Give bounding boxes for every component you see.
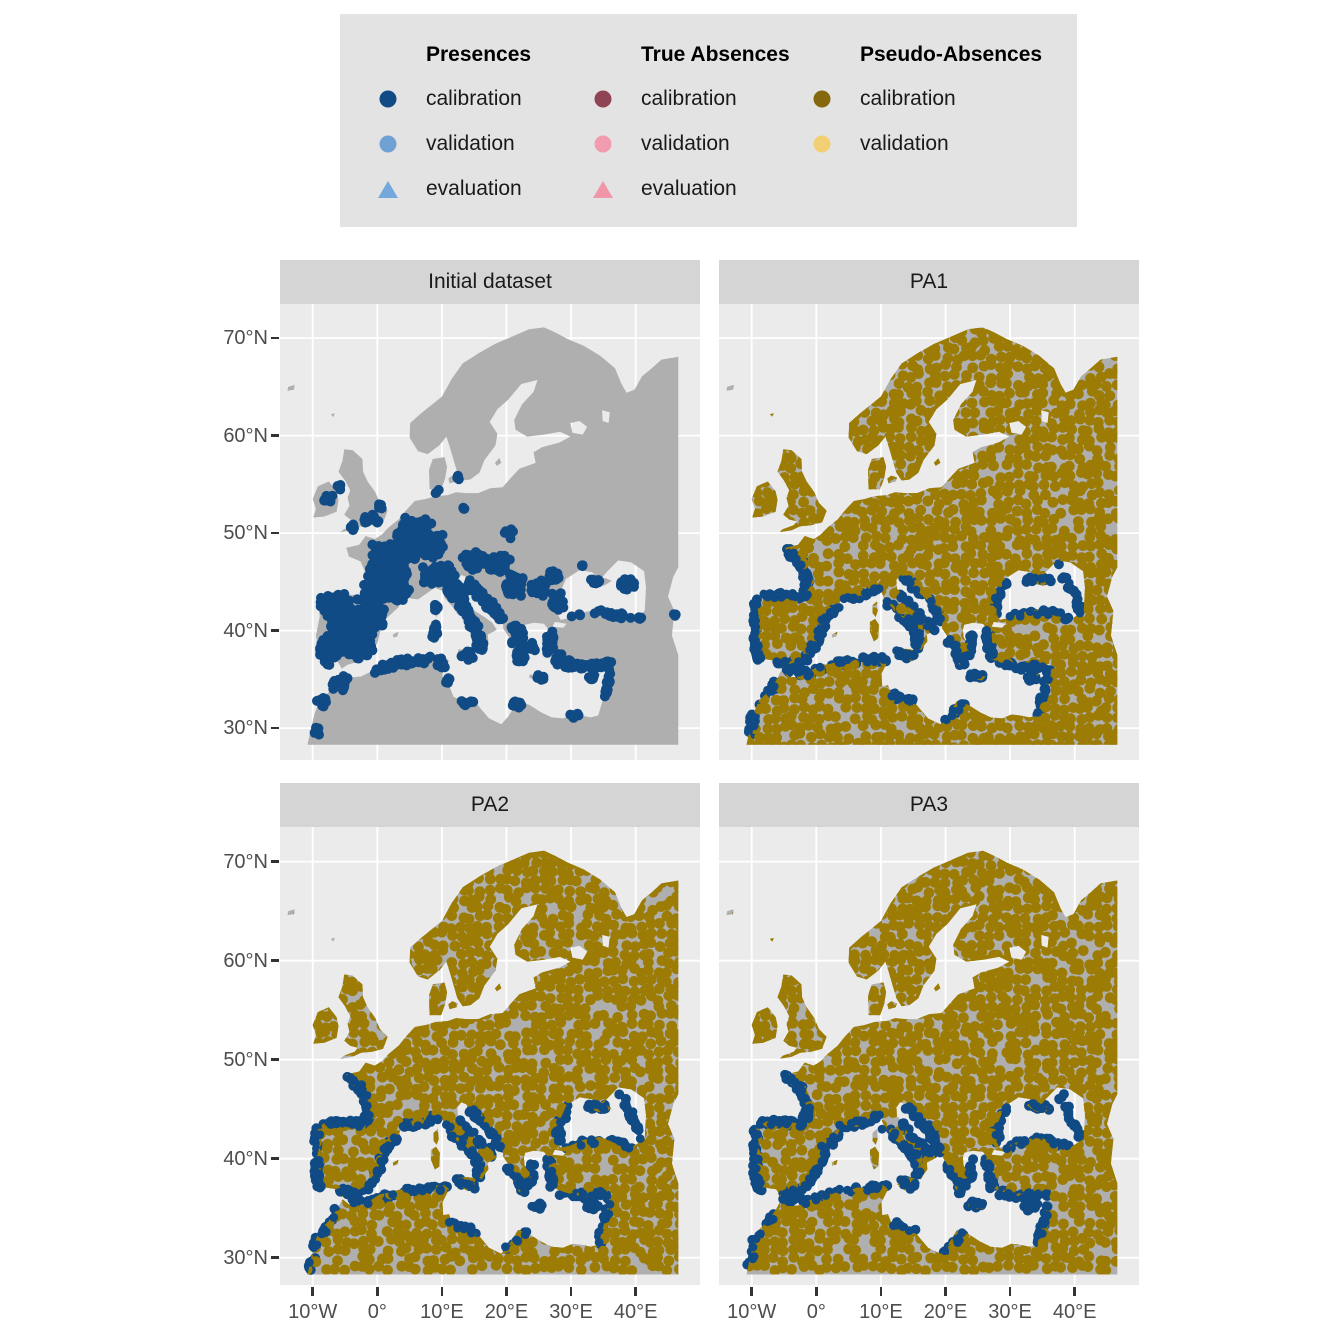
x-tick-mark (311, 1287, 314, 1296)
axis-tick-label-x: 10°E (859, 1301, 903, 1323)
axis-tick-label-y: 70°N (223, 327, 268, 350)
axis-tick-label-x: 10°W (288, 1301, 338, 1323)
legend-key-circle-icon (592, 88, 614, 110)
legend-key-triangle-icon (377, 178, 399, 200)
facet-strip-label: PA3 (909, 793, 949, 816)
axis-tick-label-y: 30°N (223, 717, 268, 740)
axis-tick-label-y: 50°N (223, 522, 268, 545)
axis-tick-label-y: 40°N (223, 619, 268, 642)
axis-tick-label-x: 0° (367, 1301, 387, 1323)
legend-key-circle-icon (811, 133, 833, 155)
axis-tick-label-x: 20°E (923, 1301, 968, 1323)
x-tick-mark (505, 1287, 508, 1296)
y-tick-mark (271, 860, 279, 863)
map-panel-pa1 (719, 304, 1139, 760)
axis-tick-label-y: 60°N (223, 424, 268, 447)
y-tick-mark (271, 959, 279, 962)
y-tick-mark (271, 531, 279, 535)
legend-item-label: evaluation (641, 176, 737, 200)
legend-group-title: True Absences (641, 43, 790, 66)
facet-strip-pa1: PA1 (719, 260, 1139, 304)
legend-group-presences: Presences calibration validation evaluatio… (371, 42, 531, 211)
legend-key-circle-icon (377, 133, 399, 155)
map-panel-pa2 (280, 827, 700, 1285)
axis-tick-label-y: 40°N (223, 1147, 268, 1170)
facet-strip-pa3: PA3 (719, 783, 1139, 827)
y-tick-mark (271, 1058, 279, 1061)
y-tick-mark (271, 629, 279, 632)
axis-tick-label-y: 50°N (223, 1048, 268, 1071)
legend-item-validation: validation (371, 121, 531, 166)
y-tick-mark (271, 1157, 279, 1160)
legend-item-label: validation (641, 131, 730, 155)
x-tick-mark (440, 1287, 444, 1296)
axis-tick-label-x: 20°E (484, 1301, 529, 1323)
axis-tick-label-x: 40°E (613, 1301, 658, 1323)
y-tick-mark (271, 434, 279, 437)
legend-item-calibration: calibration (586, 76, 790, 121)
facet-strip-label: Initial dataset (428, 270, 552, 293)
x-tick-mark (376, 1287, 379, 1296)
legend-item-label: validation (860, 131, 949, 155)
axis-tick-label-x: 10°E (420, 1301, 464, 1323)
legend-item-calibration: calibration (371, 76, 531, 121)
legend-item-calibration: calibration (805, 76, 1042, 121)
map-panel-initial-dataset (280, 304, 700, 760)
axis-tick-label-x: 10°W (727, 1301, 777, 1323)
legend-item-label: validation (426, 131, 515, 155)
legend-key-triangle-icon (592, 178, 614, 200)
legend-item-label: calibration (641, 86, 737, 110)
legend-item-label: calibration (860, 86, 956, 110)
axis-tick-label-y: 60°N (223, 949, 268, 972)
y-tick-mark (271, 336, 279, 340)
facet-strip-label: PA2 (470, 793, 510, 816)
y-tick-mark (271, 1256, 279, 1259)
x-tick-mark (569, 1287, 573, 1296)
legend-group-true-absences: True Absences calibration validation evalu… (586, 42, 790, 211)
legend-item-label: evaluation (426, 176, 522, 200)
legend-box: Presences calibration validation evaluatio… (340, 14, 1077, 227)
x-tick-mark (1008, 1287, 1012, 1296)
axis-tick-label-x: 0° (806, 1301, 826, 1323)
facet-strip-label: PA1 (909, 270, 949, 293)
legend-group-title: Presences (426, 43, 532, 66)
legend-item-label: calibration (426, 86, 522, 110)
facet-strip-pa2: PA2 (280, 783, 700, 827)
axis-tick-label-x: 40°E (1052, 1301, 1097, 1323)
axis-tick-label-y: 70°N (223, 850, 268, 873)
legend-key-circle-icon (377, 88, 399, 110)
legend-item-validation: validation (805, 121, 1042, 166)
x-tick-mark (879, 1287, 883, 1296)
legend-group-pseudo-absences: Pseudo-Absences calibration validation (805, 42, 1042, 166)
axis-tick-label-x: 30°E (549, 1301, 593, 1323)
x-tick-mark (944, 1287, 947, 1296)
axis-tick-label-y: 30°N (223, 1246, 268, 1269)
legend-item-evaluation: evaluation (371, 166, 531, 211)
legend-key-circle-icon (811, 88, 833, 110)
legend-item-validation: validation (586, 121, 790, 166)
legend-item-evaluation: evaluation (586, 166, 790, 211)
x-tick-mark (1073, 1287, 1076, 1296)
x-tick-mark (634, 1287, 637, 1296)
legend-group-title: Pseudo-Absences (860, 43, 1043, 66)
x-tick-mark (815, 1287, 818, 1296)
axis-tick-label-x: 30°E (988, 1301, 1032, 1323)
facet-strip-initial-dataset: Initial dataset (280, 260, 700, 304)
y-tick-mark (271, 726, 279, 730)
map-panel-pa3 (719, 827, 1139, 1285)
x-tick-mark (750, 1287, 753, 1296)
legend-key-circle-icon (592, 133, 614, 155)
